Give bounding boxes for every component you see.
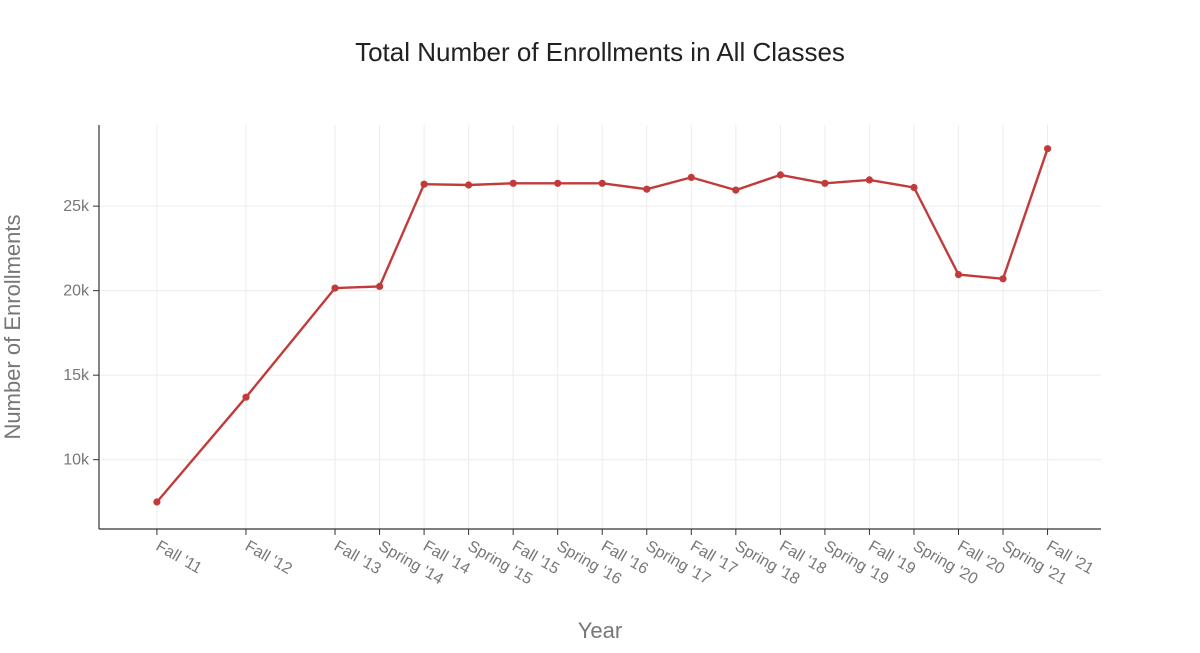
data-point[interactable] bbox=[420, 180, 428, 188]
x-tick-label: Fall '12 bbox=[242, 538, 295, 578]
data-point[interactable] bbox=[910, 183, 918, 192]
data-point[interactable] bbox=[1044, 145, 1052, 153]
x-tick-label: Fall '13 bbox=[331, 538, 384, 578]
data-point[interactable] bbox=[554, 179, 562, 187]
data-point[interactable] bbox=[331, 284, 339, 292]
series-layer bbox=[153, 145, 1052, 506]
data-point[interactable] bbox=[242, 393, 250, 401]
data-point[interactable] bbox=[776, 171, 785, 179]
data-point[interactable] bbox=[598, 179, 606, 187]
y-tick-label: 20k bbox=[63, 283, 90, 300]
y-tick-label: 15k bbox=[63, 367, 90, 384]
data-point[interactable] bbox=[865, 176, 874, 184]
axes bbox=[93, 125, 1101, 535]
data-point[interactable] bbox=[821, 179, 829, 187]
x-axis-title: Year bbox=[578, 618, 622, 643]
y-tick-label: 25k bbox=[63, 198, 90, 215]
data-point[interactable] bbox=[376, 282, 384, 290]
chart-title: Total Number of Enrollments in All Class… bbox=[355, 37, 845, 67]
y-tick-label: 10k bbox=[63, 452, 90, 469]
data-point[interactable] bbox=[153, 498, 161, 506]
data-point[interactable] bbox=[687, 173, 695, 181]
data-point[interactable] bbox=[732, 186, 740, 194]
data-point[interactable] bbox=[509, 179, 517, 187]
y-tick-labels: 10k 15k 20k 25k bbox=[63, 198, 90, 469]
data-point[interactable] bbox=[465, 181, 473, 189]
data-point[interactable] bbox=[999, 275, 1007, 283]
x-tick-label: Fall '11 bbox=[153, 538, 205, 578]
data-point[interactable] bbox=[643, 185, 651, 193]
data-point[interactable] bbox=[954, 271, 963, 279]
y-axis-title: Number of Enrollments bbox=[0, 215, 25, 440]
